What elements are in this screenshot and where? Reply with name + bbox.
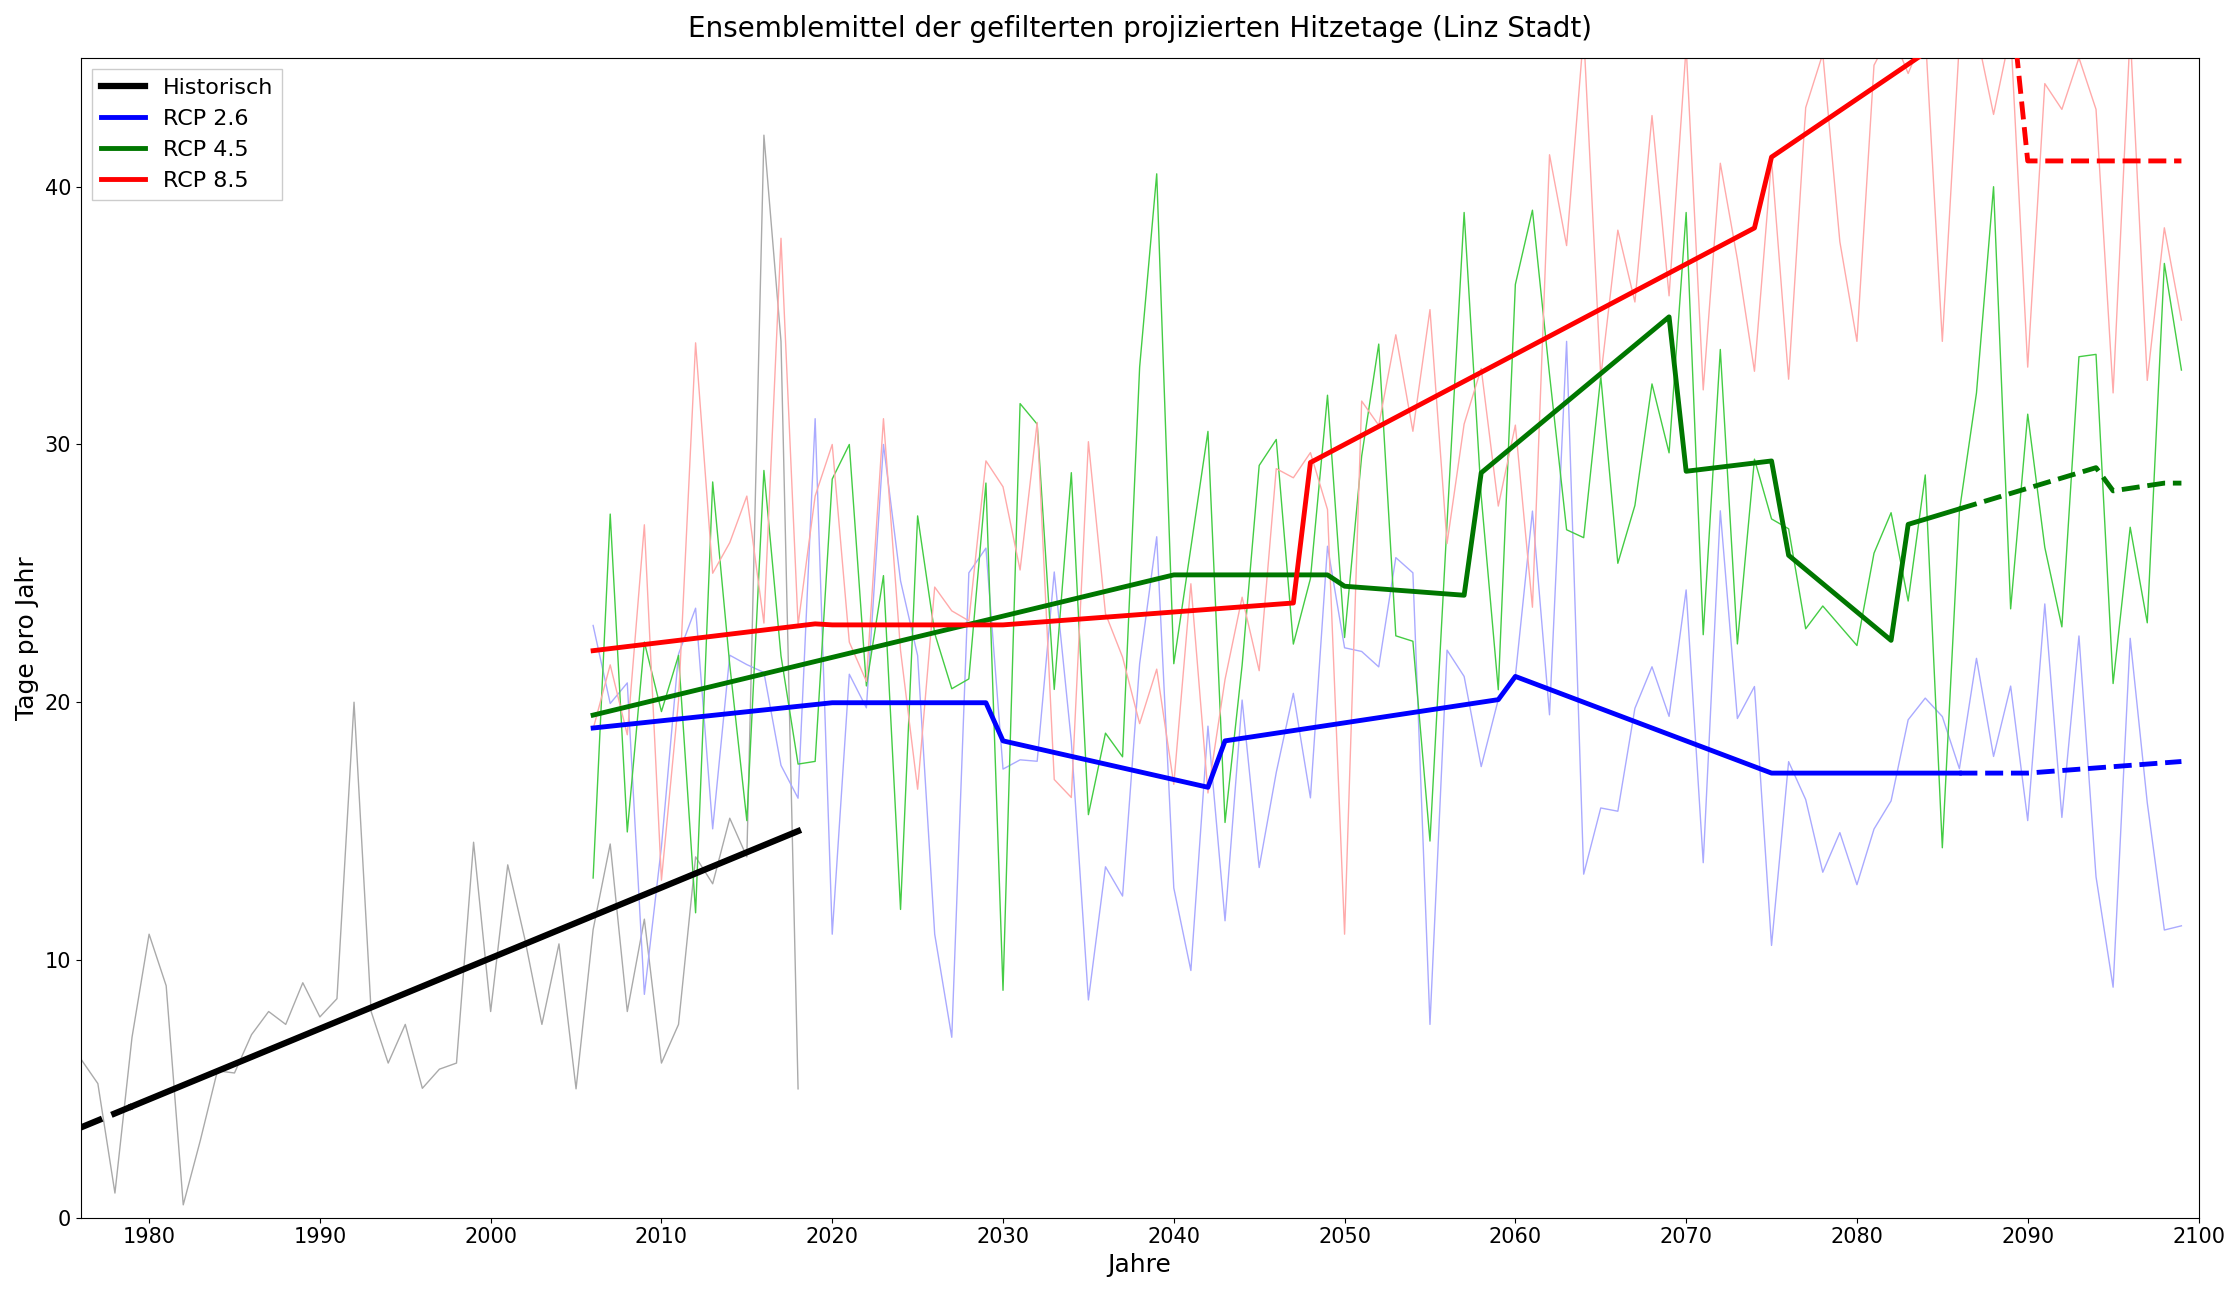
X-axis label: Jahre: Jahre bbox=[1109, 1253, 1172, 1276]
Legend: Historisch, RCP 2.6, RCP 4.5, RCP 8.5: Historisch, RCP 2.6, RCP 4.5, RCP 8.5 bbox=[92, 68, 282, 200]
Y-axis label: Tage pro Jahr: Tage pro Jahr bbox=[16, 556, 38, 720]
Title: Ensemblemittel der gefilterten projizierten Hitzetage (Linz Stadt): Ensemblemittel der gefilterten projizier… bbox=[688, 16, 1593, 43]
